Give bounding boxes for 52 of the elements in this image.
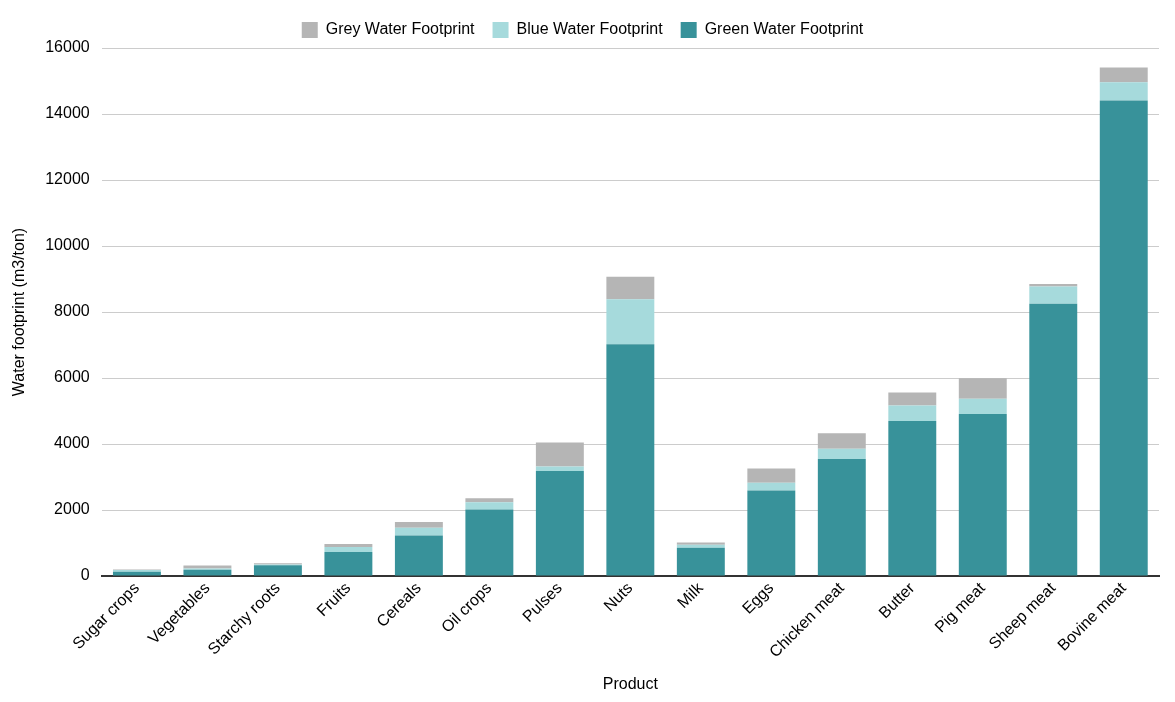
x-tick-label: Milk [673, 578, 707, 612]
x-axis-title: Product [602, 674, 659, 692]
y-tick-label: 2000 [54, 500, 90, 518]
bar [1099, 100, 1148, 576]
bar [465, 502, 514, 510]
y-tick-label: 0 [80, 566, 90, 584]
bar [817, 433, 866, 449]
bar [606, 299, 655, 345]
bar [958, 398, 1007, 415]
bar [394, 535, 443, 576]
bar [606, 344, 655, 576]
bar [888, 420, 937, 576]
legend-label: Blue Water Footprint [516, 20, 664, 38]
bar [747, 490, 796, 576]
bar [1029, 303, 1078, 576]
legend-label: Green Water Footprint [704, 20, 864, 38]
y-tick-label: 14000 [45, 104, 90, 122]
y-tick-label: 10000 [45, 236, 90, 254]
bar [535, 466, 584, 472]
bar [888, 392, 937, 406]
bar [747, 482, 796, 491]
bar [958, 414, 1007, 576]
bar [747, 468, 796, 483]
bar [535, 471, 584, 576]
bar [112, 571, 161, 576]
bar [888, 405, 937, 421]
x-tick-label: Nuts [600, 579, 636, 615]
bar [324, 544, 373, 548]
y-tick-label: 8000 [54, 302, 90, 320]
legend-label: Grey Water Footprint [325, 20, 476, 38]
y-tick-label: 12000 [45, 170, 90, 188]
y-tick-label: 16000 [45, 38, 90, 56]
bar [324, 551, 373, 576]
bar [465, 509, 514, 576]
bar [465, 498, 514, 503]
bar [324, 547, 373, 552]
bar [817, 448, 866, 459]
bar [1029, 283, 1078, 287]
bar [1099, 82, 1148, 101]
y-tick-label: 6000 [54, 368, 90, 386]
y-tick-label: 4000 [54, 434, 90, 452]
bar [1029, 286, 1078, 304]
bar [394, 527, 443, 536]
bar [183, 569, 232, 576]
bar [606, 276, 655, 300]
bar [1099, 67, 1148, 83]
y-axis-title: Water footprint (m3/ton) [10, 227, 28, 397]
bar [394, 521, 443, 528]
bar [535, 442, 584, 467]
bar [958, 378, 1007, 399]
bar [817, 458, 866, 576]
bar [676, 547, 725, 576]
